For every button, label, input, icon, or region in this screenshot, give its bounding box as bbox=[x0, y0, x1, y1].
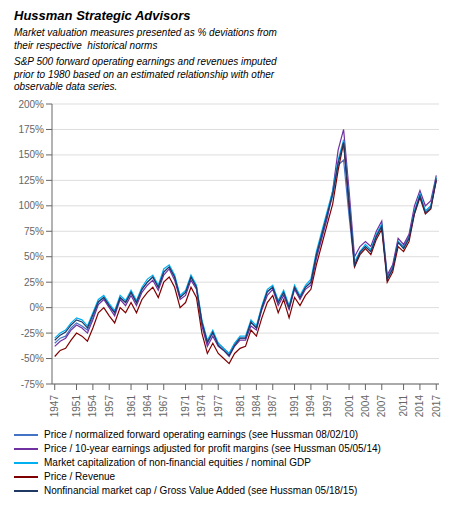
svg-text:1987: 1987 bbox=[267, 394, 278, 417]
svg-text:1971: 1971 bbox=[180, 394, 191, 417]
svg-text:1994: 1994 bbox=[305, 394, 316, 417]
svg-text:1954: 1954 bbox=[87, 394, 98, 417]
svg-text:-75%: -75% bbox=[21, 378, 44, 389]
svg-text:175%: 175% bbox=[18, 124, 44, 135]
svg-text:200%: 200% bbox=[18, 98, 44, 109]
svg-text:1981: 1981 bbox=[235, 394, 246, 417]
html-text:Price / Revenue: Price / Revenue bbox=[44, 470, 116, 482]
svg-text:75%: 75% bbox=[24, 225, 44, 236]
svg-text:1984: 1984 bbox=[251, 394, 262, 417]
svg-text:1991: 1991 bbox=[289, 394, 300, 417]
svg-text:2017: 2017 bbox=[431, 394, 442, 417]
svg-text:-50%: -50% bbox=[21, 353, 44, 364]
svg-text:1964: 1964 bbox=[142, 394, 153, 417]
svg-text:1961: 1961 bbox=[126, 394, 137, 417]
svg-text:1967: 1967 bbox=[158, 394, 169, 417]
svg-text:1974: 1974 bbox=[196, 394, 207, 417]
svg-text:2001: 2001 bbox=[344, 394, 355, 417]
svg-text:25%: 25% bbox=[24, 276, 44, 287]
html-text:Price / normalized forward ope: Price / normalized forward operating ear… bbox=[44, 428, 359, 440]
svg-text:0%: 0% bbox=[30, 302, 45, 313]
svg-text:150%: 150% bbox=[18, 149, 44, 160]
svg-text:-25%: -25% bbox=[21, 327, 44, 338]
svg-text:1947: 1947 bbox=[49, 394, 60, 417]
svg-text:2014: 2014 bbox=[414, 394, 425, 417]
html-text:Market valuation measures pres: Market valuation measures presented as %… bbox=[14, 27, 277, 51]
html-text:Price / 10-year earnings adjus: Price / 10-year earnings adjusted for pr… bbox=[44, 442, 381, 454]
html-text:Market capitalization of non-f: Market capitalization of non-financial e… bbox=[44, 456, 311, 468]
svg-text:1997: 1997 bbox=[322, 394, 333, 417]
svg-text:50%: 50% bbox=[24, 251, 44, 262]
svg-text:1951: 1951 bbox=[71, 394, 82, 417]
svg-text:1957: 1957 bbox=[104, 394, 115, 417]
svg-text:2007: 2007 bbox=[376, 394, 387, 417]
svg-text:100%: 100% bbox=[18, 200, 44, 211]
html-text:S&P 500 forward operating earn: S&P 500 forward operating earnings and r… bbox=[14, 56, 277, 92]
svg-text:2004: 2004 bbox=[360, 394, 371, 417]
svg-text:1977: 1977 bbox=[213, 394, 224, 417]
html-text:Hussman Strategic Advisors: Hussman Strategic Advisors bbox=[14, 8, 191, 23]
svg-text:2011: 2011 bbox=[398, 394, 409, 416]
html-text:Nonfinancial market cap / Gros: Nonfinancial market cap / Gross Value Ad… bbox=[44, 484, 358, 496]
svg-text:125%: 125% bbox=[18, 174, 44, 185]
